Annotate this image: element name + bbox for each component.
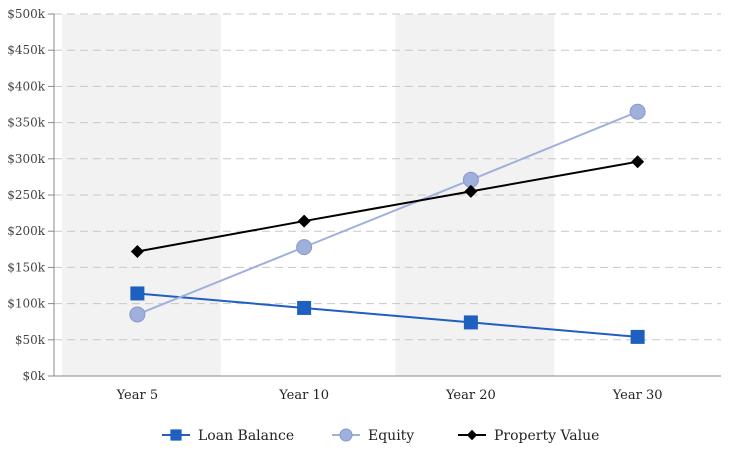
y-tick-label: $350k [7, 116, 46, 130]
y-tick-label: $100k [7, 297, 46, 311]
x-tick-label: Year 5 [116, 388, 159, 403]
x-axis-ticks: Year 5 Year 10 Year 20 Year 30 [116, 388, 663, 403]
y-tick-label: $250k [7, 188, 46, 202]
data-point [296, 239, 313, 256]
legend-label: Property Value [494, 428, 599, 444]
y-tick-label: $450k [7, 43, 46, 57]
legend-marker [339, 428, 353, 442]
data-point [630, 329, 645, 344]
legend-label: Loan Balance [198, 428, 294, 444]
legend-marker [170, 429, 182, 441]
y-tick-label: $500k [7, 7, 46, 21]
legend-marker [466, 429, 478, 441]
series-line [137, 110, 639, 316]
series-line [137, 292, 638, 338]
data-point [629, 103, 646, 120]
data-point [297, 214, 311, 228]
data-point [130, 244, 144, 258]
legend-label: Equity [368, 428, 414, 444]
y-tick-label: $0k [22, 369, 45, 383]
x-tick-label: Year 10 [278, 388, 329, 403]
legend-item: Loan Balance [162, 428, 294, 444]
x-tick-label: Year 20 [445, 388, 496, 403]
legend: Loan Balance Equity Property Value [162, 428, 599, 444]
legend-item: Property Value [458, 428, 599, 444]
y-tick-label: $300k [7, 152, 46, 166]
series-loan-balance [130, 286, 645, 344]
y-axis-ticks: $0k $50k $100k $150k $200k $250k $300k $350k $40… [7, 7, 54, 383]
data-point [463, 315, 478, 330]
legend-item: Equity [332, 428, 414, 444]
y-tick-label: $400k [7, 79, 46, 93]
y-tick-label: $200k [7, 224, 46, 238]
data-point [297, 300, 312, 315]
x-tick-label: Year 30 [612, 388, 663, 403]
series-line [137, 160, 638, 253]
data-point [631, 155, 645, 169]
series-group [129, 103, 646, 344]
data-point [464, 184, 478, 198]
y-tick-label: $50k [15, 333, 46, 347]
y-tick-label: $150k [7, 260, 46, 274]
series-equity [129, 103, 646, 323]
data-point [129, 306, 146, 323]
data-point [130, 286, 145, 301]
series-property-value [130, 155, 645, 258]
